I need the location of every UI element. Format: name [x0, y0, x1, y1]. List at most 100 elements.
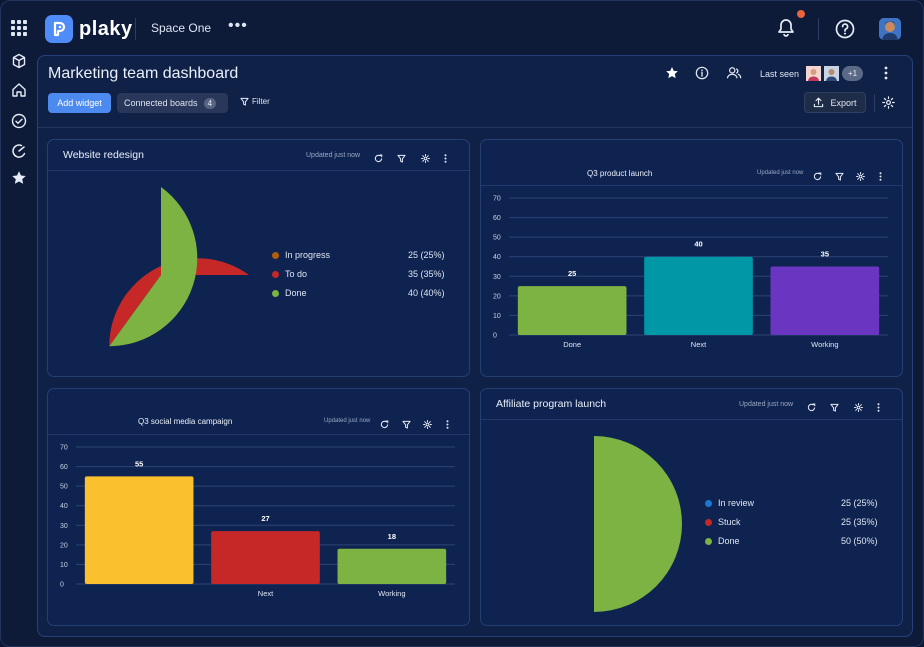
- legend-item: Done: [272, 287, 307, 299]
- share-users-icon[interactable]: [726, 66, 742, 85]
- filter-button[interactable]: Filter: [240, 97, 270, 106]
- legend-item: In progress: [272, 249, 330, 261]
- legend-value: 35 (35%): [408, 269, 445, 279]
- widget-website-redesign: Website redesign Updated just now In pro…: [47, 139, 470, 377]
- y-tick-label: 0: [60, 582, 64, 589]
- widget-menu-icon[interactable]: [877, 399, 880, 417]
- export-icon: [814, 97, 824, 108]
- connected-boards-label: Connected boards: [124, 98, 198, 108]
- last-seen-label: Last seen: [760, 69, 800, 79]
- legend-label: In review: [718, 498, 755, 508]
- widget-menu-icon[interactable]: [879, 168, 882, 186]
- more-viewers-badge[interactable]: +1: [842, 66, 863, 81]
- bar[interactable]: [337, 548, 447, 584]
- updated-label: Updated just now: [739, 401, 794, 408]
- bar[interactable]: [211, 531, 320, 584]
- bar[interactable]: [84, 476, 194, 584]
- y-tick-label: 0: [493, 333, 497, 340]
- viewer-avatar[interactable]: [806, 66, 821, 81]
- y-tick-label: 50: [60, 484, 68, 491]
- legend-swatch: [705, 518, 712, 526]
- check-circle-icon[interactable]: [11, 113, 27, 129]
- pie-slice-to-do[interactable]: [109, 258, 249, 347]
- updated-label: Updated just now: [757, 170, 804, 176]
- dashboard-menu-icon[interactable]: [884, 66, 888, 85]
- settings-gear-icon[interactable]: [423, 416, 432, 434]
- refresh-icon[interactable]: [807, 399, 816, 417]
- widget-q3-social-media-campaign: Q3 social media campaign Updated just no…: [47, 388, 470, 626]
- y-tick-label: 20: [493, 293, 501, 300]
- dashboard-gauge-icon[interactable]: [11, 143, 27, 159]
- help-icon[interactable]: [835, 19, 855, 44]
- filter-icon: [240, 97, 249, 106]
- legend-label: Done: [285, 288, 307, 298]
- filter-icon[interactable]: [402, 416, 411, 434]
- filter-icon[interactable]: [830, 399, 839, 417]
- settings-gear-icon[interactable]: [854, 399, 863, 417]
- bar[interactable]: [517, 286, 627, 335]
- refresh-icon[interactable]: [374, 150, 383, 168]
- legend-value: 50 (50%): [841, 536, 878, 546]
- home-icon[interactable]: [11, 82, 27, 98]
- refresh-icon[interactable]: [380, 416, 389, 434]
- star-icon[interactable]: [11, 170, 27, 186]
- legend-value: 40 (40%): [408, 288, 445, 298]
- viewer-avatar[interactable]: [824, 66, 839, 81]
- dashboard-panel: Marketing team dashboard Last seen +1 Ad…: [37, 55, 913, 637]
- widget-menu-icon[interactable]: [444, 150, 447, 168]
- widget-title: Affiliate program launch: [496, 398, 607, 410]
- widget-title: Q3 social media campaign: [138, 417, 233, 426]
- filter-icon[interactable]: [397, 150, 406, 168]
- divider: [874, 94, 875, 112]
- bar-value-label: 35: [821, 250, 829, 259]
- bar-value-label: 40: [694, 240, 702, 249]
- y-tick-label: 50: [493, 235, 501, 242]
- legend-item: Stuck: [705, 516, 741, 528]
- logo[interactable]: plaky: [45, 15, 133, 43]
- more-options-icon[interactable]: •••: [228, 17, 248, 34]
- widget-header: Affiliate program launch Updated just no…: [481, 389, 902, 420]
- y-tick-label: 60: [60, 464, 68, 471]
- favorite-star-icon[interactable]: [665, 66, 679, 85]
- connected-boards-button[interactable]: Connected boards 4: [117, 93, 228, 113]
- settings-gear-icon[interactable]: [856, 168, 865, 186]
- bar-value-label: 27: [261, 514, 269, 523]
- legend-item: Done: [705, 535, 740, 547]
- widget-header: Website redesign Updated just now: [48, 140, 469, 171]
- refresh-icon[interactable]: [813, 168, 822, 186]
- widget-header: Q3 social media campaign Updated just no…: [48, 389, 469, 435]
- connected-boards-count: 4: [203, 97, 217, 109]
- widget-title: Q3 product launch: [587, 169, 653, 178]
- logo-text: plaky: [79, 17, 133, 40]
- legend-value: 25 (35%): [841, 517, 878, 527]
- bar-value-label: 55: [135, 459, 143, 468]
- pie-slice-done[interactable]: [109, 187, 198, 347]
- filter-icon[interactable]: [835, 168, 844, 186]
- updated-label: Updated just now: [324, 418, 371, 424]
- bar[interactable]: [770, 266, 880, 336]
- legend-item: To do: [272, 268, 307, 280]
- widget-menu-icon[interactable]: [446, 416, 449, 434]
- widget-affiliate-program-launch: Affiliate program launch Updated just no…: [480, 388, 903, 626]
- y-tick-label: 60: [493, 215, 501, 222]
- legend-label: To do: [285, 269, 308, 279]
- x-tick-label: Next: [691, 340, 707, 349]
- export-button[interactable]: Export: [804, 92, 866, 113]
- apps-grid-icon[interactable]: [11, 20, 27, 36]
- y-tick-label: 70: [60, 445, 68, 452]
- pie-slice-done[interactable]: [594, 436, 682, 612]
- user-avatar[interactable]: [879, 18, 901, 40]
- updated-label: Updated just now: [306, 152, 361, 159]
- space-switcher[interactable]: Space One: [151, 21, 212, 35]
- settings-gear-icon[interactable]: [421, 150, 430, 168]
- y-tick-label: 40: [60, 503, 68, 510]
- cube-icon[interactable]: [11, 53, 27, 69]
- legend-swatch: [705, 499, 712, 507]
- notifications-bell-icon[interactable]: [777, 18, 795, 43]
- info-icon[interactable]: [695, 66, 709, 85]
- settings-gear-icon[interactable]: [882, 96, 895, 114]
- add-widget-button[interactable]: Add widget: [48, 93, 111, 113]
- legend-swatch: [272, 251, 279, 259]
- bar[interactable]: [644, 256, 753, 335]
- legend-item: In review: [705, 497, 754, 509]
